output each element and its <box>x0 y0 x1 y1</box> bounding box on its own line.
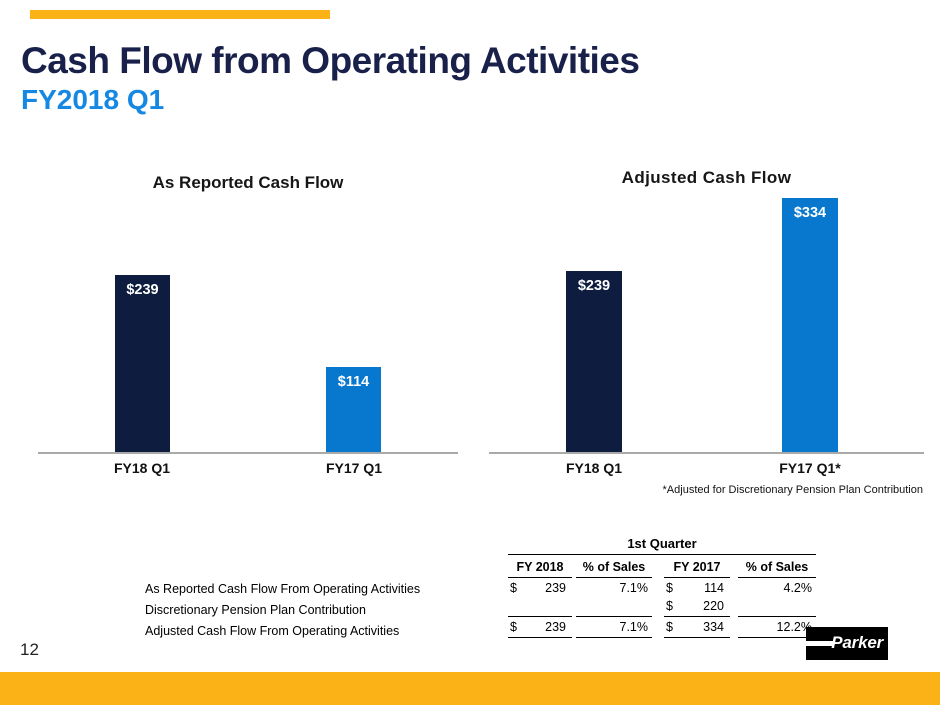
page-number: 12 <box>20 640 39 659</box>
plot-area: $239 $114 <box>38 165 458 452</box>
row-label: As Reported Cash Flow From Operating Act… <box>145 582 421 596</box>
chart-footnote: *Adjusted for Discretionary Pension Plan… <box>662 484 923 496</box>
summary-table: 1st Quarter FY 2018 % of Sales FY 2017 %… <box>145 536 817 638</box>
bar-fy17-q1-adjusted: $334 <box>782 198 838 452</box>
x-axis-line <box>489 452 924 454</box>
table-row: Adjusted Cash Flow From Operating Activi… <box>145 620 817 638</box>
category-label: FY18 Q1 <box>113 460 171 476</box>
group-header: 1st Quarter <box>508 536 816 555</box>
cell-value: 334 <box>703 620 724 634</box>
category-label: FY17 Q1 <box>325 460 383 476</box>
percent-cell <box>738 614 816 617</box>
currency-sign: $ <box>510 581 517 595</box>
table-column-header-row: FY 2018 % of Sales FY 2017 % of Sales <box>145 560 817 578</box>
bar-fy18-q1: $239 <box>566 271 622 452</box>
currency-sign: $ <box>666 599 673 613</box>
cell-value: 220 <box>703 599 724 613</box>
bar-fy17-q1: $114 <box>326 367 381 452</box>
chart-title: As Reported Cash Flow <box>152 173 344 192</box>
percent-cell: 12.2% <box>738 620 816 638</box>
bar-value-label: $239 <box>126 282 159 298</box>
money-cell: $ 239 <box>508 581 572 596</box>
parker-logo: Parker <box>806 627 888 660</box>
table-row: Discretionary Pension Plan Contribution … <box>145 599 817 617</box>
row-label: Adjusted Cash Flow From Operating Activi… <box>145 624 400 638</box>
percent-cell <box>576 614 652 617</box>
category-label: FY18 Q1 <box>565 460 623 476</box>
column-header: FY 2017 <box>664 560 730 578</box>
page-subtitle: FY2018 Q1 <box>21 84 165 115</box>
top-accent-bar <box>30 10 330 19</box>
category-label: FY17 Q1* <box>779 460 841 476</box>
plot-area: $239 $334 <box>489 165 924 452</box>
row-label: Discretionary Pension Plan Contribution <box>145 603 366 617</box>
bottom-accent-bar <box>0 672 940 705</box>
table-row: As Reported Cash Flow From Operating Act… <box>145 581 817 596</box>
chart-as-reported-cash-flow: As Reported Cash Flow $239 $114 FY18 Q1 … <box>38 165 458 500</box>
money-cell: $ 114 <box>664 581 730 596</box>
cell-value: 239 <box>545 620 566 634</box>
column-header: % of Sales <box>576 560 652 578</box>
parker-logo-text: Parker <box>831 633 883 652</box>
chart-title: Adjusted Cash Flow <box>621 168 792 187</box>
percent-cell: 7.1% <box>576 620 652 638</box>
chart-adjusted-cash-flow: Adjusted Cash Flow $239 $334 FY18 Q1 FY1… <box>489 165 924 500</box>
bar-value-label: $239 <box>577 278 611 294</box>
percent-cell: 4.2% <box>783 581 813 595</box>
bar-value-label: $334 <box>793 205 827 221</box>
currency-sign: $ <box>666 581 673 595</box>
money-cell: $ 239 <box>508 620 572 638</box>
page-title: Cash Flow from Operating Activities <box>21 40 640 81</box>
money-cell <box>508 614 572 617</box>
column-header: % of Sales <box>738 560 816 578</box>
currency-sign: $ <box>666 620 673 634</box>
cell-value: 114 <box>704 581 724 595</box>
bar-fy18-q1: $239 <box>115 275 170 452</box>
cell-value: 239 <box>545 581 566 595</box>
parker-logo-dash <box>806 641 834 646</box>
bar-value-label: $114 <box>337 374 370 390</box>
percent-cell: 7.1% <box>619 581 649 595</box>
x-axis-line <box>38 452 458 454</box>
currency-sign: $ <box>510 620 517 634</box>
money-cell: $ 334 <box>664 620 730 638</box>
money-cell: $ 220 <box>664 599 730 617</box>
column-header: FY 2018 <box>508 560 572 578</box>
table-group-header-row: 1st Quarter <box>145 536 817 555</box>
